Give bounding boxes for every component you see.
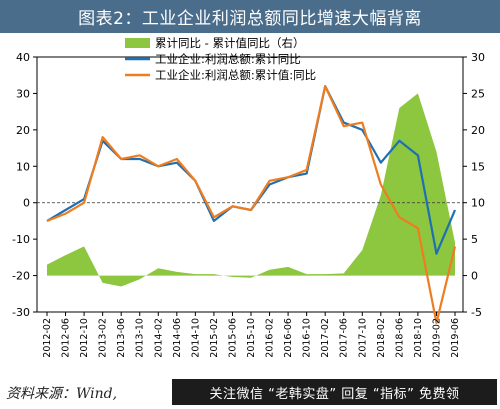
y-left-tick-label: 0 (23, 197, 30, 210)
chart-area: -30 -20 -10 0 10 20 30 40 -5 0 5 10 15 20 25 30 2012-02 2… (0, 33, 500, 376)
y-right-tick-label: 20 (471, 124, 485, 137)
y-left-tick-label: 40 (16, 51, 30, 64)
y-left-tick-label: -10 (12, 233, 30, 246)
promo-text: 关注微信 “老韩实盘” 回复 “指标” 免费领 (209, 386, 460, 402)
y-right-tick-label: -5 (471, 306, 482, 319)
y-left-tick-label: 30 (16, 87, 30, 100)
x-tick-label: 2015-06 (227, 318, 238, 358)
legend-label: 工业企业:利润总额:累计值:同比 (155, 68, 316, 82)
y-right-tick-label: 25 (471, 87, 485, 100)
x-tick-label: 2018-06 (394, 318, 405, 358)
footer: 资料来源：Wind, 关注微信 “老韩实盘” 回复 “指标” 免费领 (0, 376, 500, 409)
x-tick-label: 2019-02 (431, 318, 442, 358)
promo-banner: 关注微信 “老韩实盘” 回复 “指标” 免费领 (172, 379, 497, 405)
series-line-cumulative-value-yoy (46, 85, 457, 325)
y-right-tick-label: 0 (471, 270, 478, 283)
chart-title-text: 图表2：工业企业利润总额同比增速大幅背离 (78, 9, 422, 29)
x-tick-label: 2017-02 (320, 318, 331, 358)
y-right-tick-label: 15 (471, 160, 485, 173)
legend-label: 工业企业:利润总额:累计同比 (155, 52, 301, 66)
chart-title: 图表2：工业企业利润总额同比增速大幅背离 (0, 0, 500, 33)
x-tick-label: 2019-06 (450, 318, 461, 358)
x-tick-label: 2016-06 (283, 318, 294, 358)
x-tick-label: 2014-06 (172, 318, 183, 358)
x-tick-label: 2012-06 (61, 318, 72, 358)
plot-frame (36, 56, 464, 313)
y-right-tick-label: 30 (471, 51, 485, 64)
y-left-tick-label: -30 (12, 306, 30, 319)
x-tick-label: 2013-10 (135, 318, 146, 358)
x-tick-label: 2015-10 (246, 318, 257, 358)
y-right-tick-label: 10 (471, 197, 485, 210)
y-left-tick-label: 20 (16, 124, 30, 137)
x-tick-label: 2015-02 (209, 318, 220, 358)
chart-svg: -30 -20 -10 0 10 20 30 40 -5 0 5 10 15 20 25 30 2012-02 2… (12, 36, 485, 358)
y-right-tick-label: 5 (471, 233, 478, 246)
x-tick-label: 2016-10 (302, 318, 313, 358)
x-tick-label: 2018-02 (376, 318, 387, 358)
y-left-tick-label: -20 (12, 270, 30, 283)
x-tick-label: 2017-10 (357, 318, 368, 358)
y-left-tick-label: 10 (16, 160, 30, 173)
x-tick-label: 2016-02 (265, 318, 276, 358)
x-tick-label: 2012-10 (79, 318, 90, 358)
x-tick-label: 2018-10 (413, 318, 424, 358)
series-area-cumulative-diff (47, 93, 455, 287)
x-tick-label: 2013-02 (98, 318, 109, 358)
x-tick-label: 2014-02 (153, 318, 164, 358)
source-note: 资料来源：Wind, (6, 386, 118, 402)
x-tick-label: 2017-06 (339, 318, 350, 358)
x-tick-label: 2013-06 (116, 318, 127, 358)
x-tick-label: 2014-10 (190, 318, 201, 358)
legend-label: 累计同比 - 累计值同比（右） (155, 36, 304, 50)
x-tick-label: 2012-02 (42, 318, 53, 358)
legend-swatch-area (125, 38, 150, 48)
